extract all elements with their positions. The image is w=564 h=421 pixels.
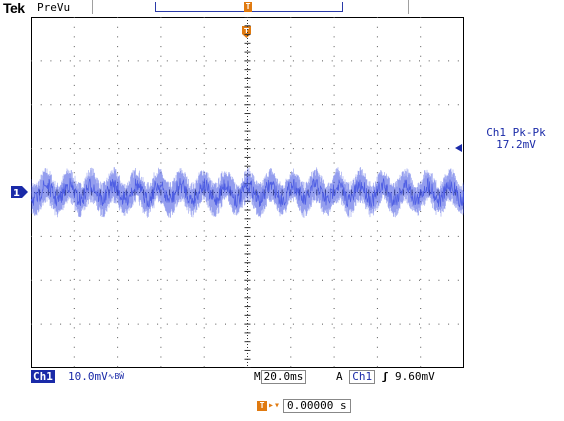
status-divider bbox=[408, 0, 409, 14]
measurement-value: 17.2mV bbox=[496, 138, 536, 151]
trigger-position-label: T bbox=[245, 2, 251, 11]
measurement-readout: Ch1 Pk-Pk 17.2mV bbox=[470, 127, 562, 151]
delay-value: 0.00000 s bbox=[283, 399, 351, 413]
trigger-level: 9.60mV bbox=[395, 370, 435, 383]
timebase-mode: M bbox=[254, 370, 261, 383]
timebase-readout[interactable]: M 20.0ms bbox=[254, 370, 307, 384]
svg-text:1: 1 bbox=[13, 188, 20, 198]
trigger-source: Ch1 bbox=[349, 370, 376, 384]
bandwidth-limit-icon: ∿BŴ bbox=[107, 372, 125, 381]
channel-1-button[interactable]: Ch1 bbox=[31, 370, 55, 383]
measurement-level-arrow-icon bbox=[455, 144, 462, 152]
status-bar: Tek PreVu T bbox=[0, 0, 564, 16]
acquisition-state: PreVu bbox=[37, 1, 71, 14]
trigger-readout[interactable]: A Ch1 ʃ 9.60mV bbox=[336, 370, 435, 384]
trigger-mode: A bbox=[336, 370, 343, 383]
horizontal-delay-readout[interactable]: T ▸▾ 0.00000 s bbox=[257, 399, 351, 413]
delay-arrow-icon: ▸▾ bbox=[268, 400, 281, 411]
status-divider bbox=[92, 0, 93, 14]
trigger-delay-icon: T bbox=[257, 401, 267, 411]
bottom-status-bar: Ch1 10.0mV∿BŴ M 20.0ms A Ch1 ʃ 9.60mV bbox=[31, 370, 465, 384]
channel-1-scale-value: 10.0mV bbox=[68, 370, 108, 383]
trigger-slope-icon: ʃ bbox=[381, 370, 389, 383]
timebase-value: 20.0ms bbox=[260, 370, 307, 384]
trigger-position-icon[interactable]: T bbox=[244, 2, 252, 12]
svg-text:T: T bbox=[244, 27, 249, 35]
measurement-label: Ch1 Pk-Pk bbox=[486, 126, 546, 139]
waveform-display bbox=[31, 17, 464, 368]
channel-1-scale[interactable]: 10.0mV∿BŴ bbox=[68, 370, 124, 384]
channel-1-waveform bbox=[31, 177, 464, 209]
channel-1-ground-marker[interactable]: 1 bbox=[11, 186, 31, 198]
brand-logo: Tek bbox=[3, 0, 25, 16]
